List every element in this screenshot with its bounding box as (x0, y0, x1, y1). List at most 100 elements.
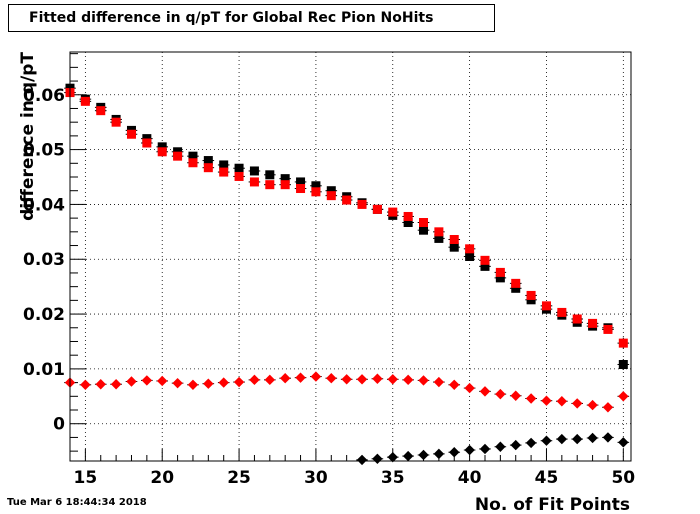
data-point (340, 374, 353, 385)
square-marker (203, 156, 213, 166)
data-point (356, 454, 368, 466)
square-marker (557, 307, 567, 317)
diamond-marker (203, 378, 214, 389)
diamond-marker (495, 441, 506, 452)
diamond-marker (187, 379, 199, 390)
y-tick-label: 0.05 (23, 141, 65, 161)
square-marker (434, 233, 444, 243)
square-marker (142, 138, 152, 148)
axes: 15 20 25 30 35 40 45 50 0 0.01 0.02 0.03 0.04 0.05 0.0… (23, 53, 635, 488)
data-point (586, 432, 599, 444)
data-point (509, 390, 522, 401)
data-point (356, 374, 368, 385)
square-marker (188, 158, 198, 168)
diamond-marker (310, 371, 322, 382)
data-point (556, 433, 568, 445)
diamond-marker (433, 376, 445, 388)
diamond-marker (402, 374, 414, 386)
data-point (617, 359, 630, 370)
square-marker (96, 106, 106, 116)
data-point (448, 447, 461, 458)
data-point (294, 372, 307, 383)
data-point (586, 318, 599, 328)
square-marker (495, 273, 505, 283)
data-point (494, 267, 507, 277)
data-point (171, 151, 184, 161)
diamond-marker (449, 447, 460, 458)
data-point (371, 204, 384, 214)
data-point (479, 443, 491, 455)
square-marker (326, 186, 336, 196)
data-point (217, 160, 230, 170)
data-point (417, 225, 430, 235)
diamond-marker (587, 432, 598, 444)
square-marker (419, 225, 429, 235)
data-point (202, 163, 215, 173)
data-point (248, 177, 261, 187)
square-marker (419, 218, 429, 228)
data-point (141, 138, 153, 148)
square-marker (234, 163, 244, 173)
data-point (79, 96, 92, 106)
x-tick-label: 50 (611, 468, 635, 488)
data-point (141, 375, 153, 386)
square-marker (157, 142, 167, 152)
data-point (448, 379, 461, 390)
data-point (494, 388, 507, 400)
diamond-marker (249, 374, 260, 386)
data-point (310, 187, 322, 197)
data-point (479, 255, 491, 265)
diamond-marker (449, 379, 460, 390)
data-point (509, 439, 522, 451)
square-marker (465, 244, 475, 254)
data-points (64, 83, 630, 466)
square-marker (511, 283, 521, 293)
data-point (617, 337, 630, 349)
diamond-marker (479, 386, 491, 397)
data-point (94, 106, 107, 116)
diamond-marker (525, 393, 537, 404)
diamond-marker (172, 377, 183, 389)
diamond-marker (618, 437, 629, 448)
x-tick-label: 25 (227, 468, 251, 488)
square-marker (449, 235, 459, 245)
data-point (448, 242, 461, 252)
data-point (325, 373, 338, 384)
square-marker (465, 252, 475, 261)
square-marker (511, 278, 521, 288)
diamond-marker (572, 433, 583, 445)
data-point (233, 163, 245, 173)
plot-frame (69, 51, 632, 462)
data-point (463, 244, 476, 254)
data-point (417, 449, 430, 461)
square-marker (203, 163, 213, 173)
x-tick-label: 45 (535, 468, 559, 488)
diamond-marker (264, 374, 276, 386)
data-point (340, 195, 353, 205)
data-point (540, 395, 553, 406)
data-point (94, 379, 107, 390)
data-point (571, 398, 584, 409)
diamond-marker (510, 390, 521, 401)
diamond-marker (464, 382, 475, 394)
data-point (586, 399, 599, 411)
data-point (386, 207, 399, 217)
diamond-marker (572, 398, 583, 409)
data-point (602, 324, 614, 334)
data-point (525, 437, 537, 449)
square-marker (157, 147, 167, 157)
square-marker (403, 218, 413, 228)
data-point (540, 301, 553, 311)
square-marker (449, 242, 459, 252)
data-point (217, 377, 230, 388)
y-tick-label: 0.03 (23, 250, 65, 270)
data-point (202, 156, 215, 166)
square-marker (588, 318, 598, 328)
square-marker (357, 199, 367, 209)
diamond-marker (418, 449, 429, 461)
square-marker (403, 211, 413, 221)
diamond-marker (602, 402, 614, 413)
data-point (187, 379, 199, 390)
data-point (463, 252, 476, 261)
